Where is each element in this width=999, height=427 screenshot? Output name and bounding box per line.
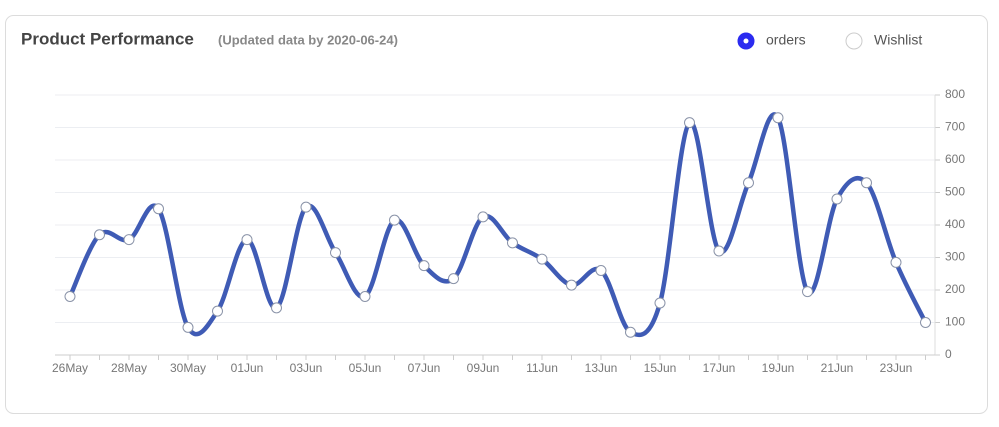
y-tick-label: 800: [945, 87, 965, 101]
x-tick-label: 11Jun: [526, 361, 558, 375]
data-point: [389, 214, 400, 226]
data-point: [123, 234, 135, 246]
data-point: [212, 305, 223, 317]
legend-label[interactable]: Wishlist: [874, 32, 922, 48]
data-point: [448, 273, 459, 285]
data-point: [359, 291, 371, 302]
data-point: [831, 193, 843, 205]
data-point: [330, 247, 341, 259]
data-point: [802, 286, 813, 298]
chart-title: Product Performance: [21, 29, 194, 48]
data-point: [94, 229, 105, 241]
x-tick-label: 26May: [52, 361, 88, 375]
data-point: [743, 177, 754, 189]
data-point: [772, 112, 784, 124]
data-point: [595, 265, 607, 276]
y-tick-label: 700: [945, 120, 965, 134]
chart-subtitle: (Updated data by 2020-06-24): [218, 32, 398, 47]
data-point: [241, 234, 253, 246]
data-point: [418, 260, 430, 272]
x-tick-label: 28May: [111, 361, 147, 375]
y-tick-label: 500: [945, 185, 965, 199]
y-tick-label: 400: [945, 217, 965, 231]
data-point: [625, 326, 636, 338]
data-point: [654, 297, 666, 309]
x-tick-label: 30May: [170, 361, 206, 375]
legend-marker-dot: [743, 38, 749, 44]
x-tick-label: 17Jun: [703, 361, 736, 375]
data-point: [920, 317, 931, 328]
x-tick-label: 19Jun: [762, 361, 795, 375]
data-point: [477, 211, 489, 223]
legend-marker[interactable]: [845, 32, 863, 50]
data-point: [182, 321, 194, 333]
x-tick-label: 23Jun: [880, 361, 913, 375]
data-point: [153, 203, 164, 215]
data-point: [713, 245, 725, 257]
data-point: [536, 253, 548, 265]
data-point: [861, 177, 872, 189]
x-tick-label: 01Jun: [231, 361, 264, 375]
x-tick-label: 03Jun: [290, 361, 323, 375]
x-tick-label: 13Jun: [585, 361, 618, 375]
x-tick-label: 21Jun: [821, 361, 854, 375]
x-tick-label: 07Jun: [408, 361, 441, 375]
data-point: [684, 117, 695, 129]
data-point: [300, 201, 312, 213]
legend-label[interactable]: orders: [766, 32, 806, 48]
data-point: [566, 279, 577, 291]
y-tick-label: 0: [945, 347, 952, 361]
data-point: [64, 291, 76, 302]
x-tick-label: 05Jun: [349, 361, 382, 375]
y-tick-label: 600: [945, 152, 965, 166]
y-tick-label: 100: [945, 315, 965, 329]
x-tick-label: 09Jun: [467, 361, 500, 375]
card: [5, 15, 988, 414]
y-tick-label: 200: [945, 282, 965, 296]
data-point: [507, 237, 518, 249]
data-point: [271, 302, 282, 314]
y-tick-label: 300: [945, 250, 965, 264]
x-tick-label: 15Jun: [644, 361, 677, 375]
data-point: [890, 256, 902, 268]
